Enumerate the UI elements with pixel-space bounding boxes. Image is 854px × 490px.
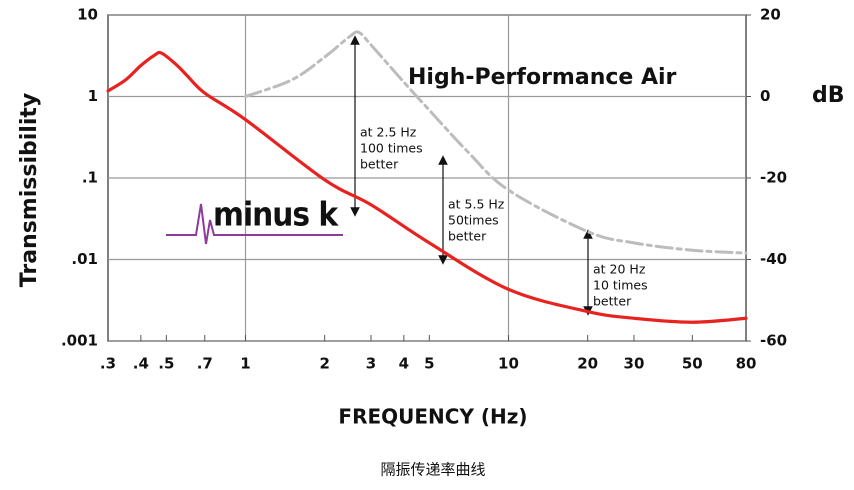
x-tick-label: 20 <box>577 355 598 373</box>
caption: 隔振传递率曲线 <box>380 461 485 479</box>
annotation: 100 times <box>360 141 423 156</box>
y2-tick-label: 20 <box>760 6 781 24</box>
data-line <box>244 30 748 255</box>
x-tick-label: 2 <box>319 355 329 373</box>
logo-pulse <box>166 203 343 245</box>
annotation: at 20 Hz <box>593 262 646 277</box>
annotation: better <box>360 157 399 172</box>
y2-tick-label: -20 <box>760 169 787 187</box>
annotation: better <box>593 294 632 309</box>
y2-tick-label: -60 <box>760 332 787 350</box>
y2-tick-label: 0 <box>760 87 770 105</box>
x-tick-label: 80 <box>736 355 757 373</box>
y-axis-title: Transmissibility <box>17 93 42 287</box>
y-tick-label: .001 <box>61 332 98 350</box>
y-tick-label: .01 <box>71 250 98 268</box>
annotation: 50times <box>448 213 499 228</box>
x-tick-label: 50 <box>682 355 703 373</box>
x-tick-label: 10 <box>498 355 519 373</box>
y-tick-label: 1 <box>88 87 98 105</box>
x-tick-label: .4 <box>133 355 149 373</box>
annotation: at 5.5 Hz <box>448 197 505 212</box>
y-tick-label: .1 <box>82 169 98 187</box>
x-tick-label: .3 <box>100 355 116 373</box>
x-tick-label: .5 <box>158 355 174 373</box>
x-tick-label: 1 <box>240 355 250 373</box>
annotation: 10 times <box>593 278 648 293</box>
annotation: better <box>448 229 487 244</box>
x-tick-label: .7 <box>197 355 213 373</box>
x-tick-label: 5 <box>424 355 434 373</box>
x-axis-title: FREQUENCY (Hz) <box>338 405 527 429</box>
x-tick-label: 3 <box>366 355 376 373</box>
logo-text: minus k <box>213 195 339 234</box>
x-tick-label: 30 <box>624 355 645 373</box>
x-tick-label: 4 <box>399 355 409 373</box>
annotation: at 2.5 Hz <box>360 125 417 140</box>
data-line <box>106 50 748 324</box>
y-tick-label: 10 <box>77 6 98 24</box>
y2-tick-label: -40 <box>760 250 787 268</box>
series-label: High-Performance Air <box>408 65 677 90</box>
y2-axis-title: dB <box>812 83 845 108</box>
